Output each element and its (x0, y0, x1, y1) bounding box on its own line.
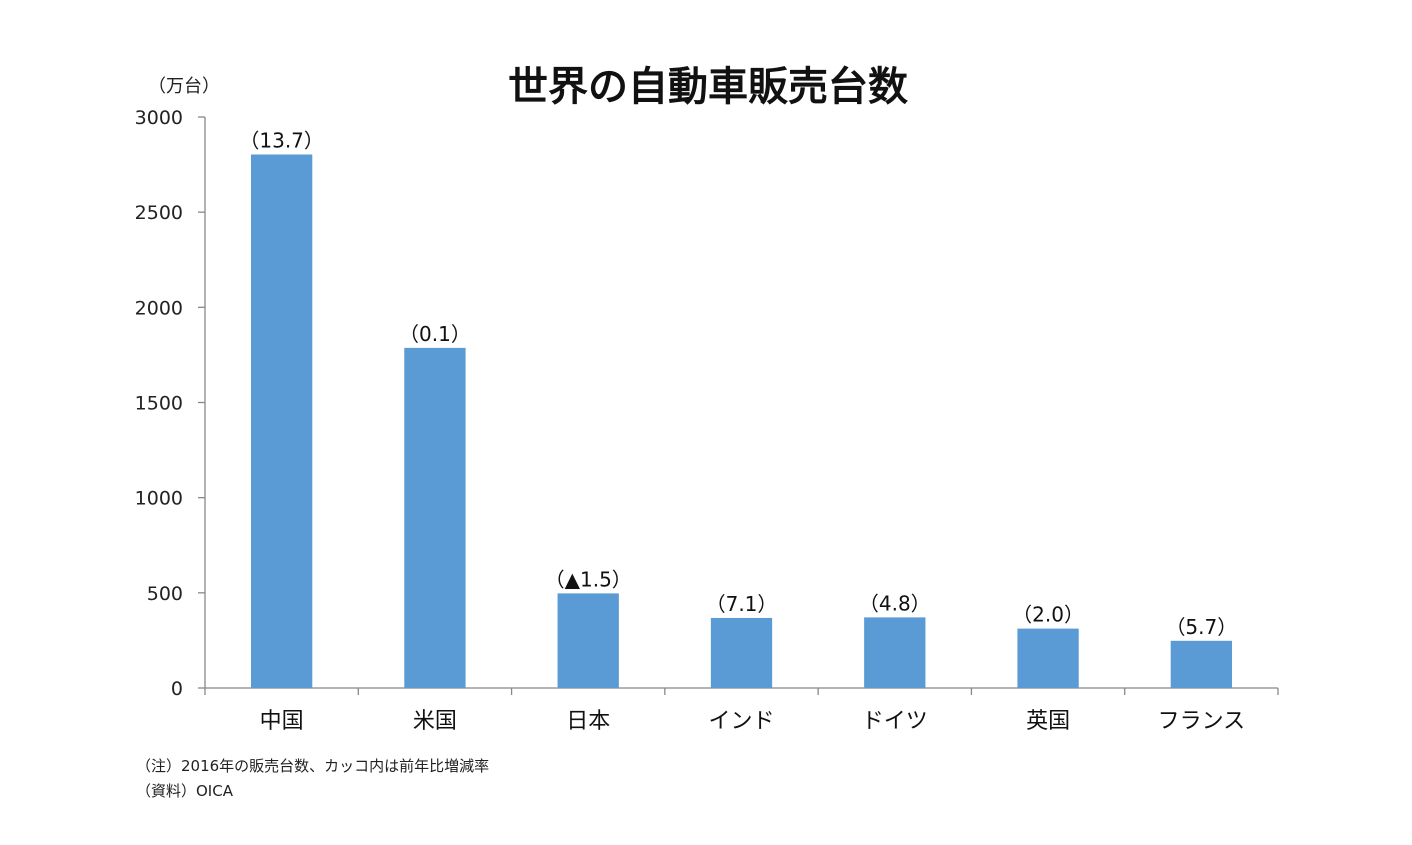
data-label: （4.8） (859, 591, 931, 615)
category-label: 英国 (1026, 709, 1070, 734)
category-label: フランス (1158, 709, 1246, 734)
category-label: インド (708, 709, 774, 734)
x-axis (204, 687, 1279, 695)
data-label: （2.0） (1012, 603, 1084, 627)
data-label: （▲1.5） (545, 567, 632, 591)
data-label: （13.7） (239, 128, 324, 152)
data-label: （7.1） (706, 592, 778, 616)
bar (557, 593, 619, 688)
y-tick-label: 0 (171, 678, 183, 700)
data-label: （0.1） (399, 322, 471, 346)
y-axis: 0 500 1000 1500 2000 2500 3000 (135, 107, 206, 700)
footnote-note: （注）2016年の販売台数、カッコ内は前年比増減率 (136, 757, 490, 775)
y-tick-label: 1500 (135, 393, 183, 415)
bar (1017, 628, 1079, 688)
bar (710, 617, 773, 688)
bar (1170, 640, 1233, 688)
bar (864, 617, 926, 688)
data-label: （5.7） (1165, 615, 1237, 639)
y-tick-label: 2000 (135, 297, 183, 319)
category-labels-group: 中国 米国 日本 インド ドイツ 英国 フランス (260, 709, 1246, 734)
y-tick-label: 3000 (135, 107, 183, 129)
chart-title: 世界の自動車販売台数 (508, 64, 908, 110)
data-labels-group: （13.7） （0.1） （▲1.5） （7.1） （4.8） （2.0） （5.7） (239, 128, 1237, 638)
y-tick-label: 500 (147, 583, 183, 605)
bars-group (250, 154, 1233, 688)
bar (404, 347, 466, 688)
footnote-source: （資料）OICA (136, 782, 233, 800)
category-label: 日本 (566, 709, 610, 734)
y-tick-label: 1000 (135, 488, 183, 510)
y-axis-unit-label: （万台） (148, 76, 220, 97)
category-label: 中国 (260, 709, 304, 734)
bar (250, 154, 313, 688)
category-label: 米国 (413, 709, 457, 734)
category-label: ドイツ (862, 709, 928, 734)
y-tick-label: 2500 (135, 202, 183, 224)
